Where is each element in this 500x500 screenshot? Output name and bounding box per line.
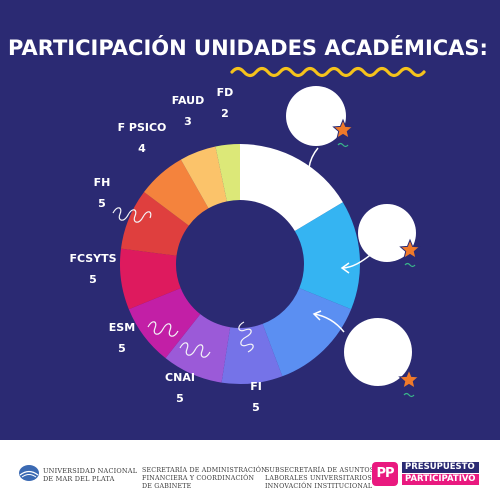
callout-rectorado bbox=[312, 310, 412, 386]
chart-title: PARTICIPACIÓN UNIDADES ACADÉMICAS: bbox=[8, 35, 488, 60]
secretaria-logo-text: Secretaría de Administración Financiera … bbox=[142, 467, 267, 491]
star-icon bbox=[398, 368, 420, 390]
slice-fcsyts bbox=[120, 248, 181, 310]
star-icon bbox=[399, 238, 421, 260]
slice-rectorado bbox=[262, 288, 352, 377]
value-f-psico: 4 bbox=[138, 142, 146, 155]
slice-fd bbox=[215, 144, 240, 202]
slice-f-psico bbox=[144, 159, 209, 226]
subsecretaria-line2: Laborales Universitarios bbox=[265, 475, 372, 482]
star-icon bbox=[332, 118, 354, 140]
sparkle-wave-icon bbox=[404, 262, 416, 268]
label-f-psico: F PSICO bbox=[118, 121, 167, 134]
value-esm: 5 bbox=[118, 342, 126, 355]
poster-background: PARTICIPACIÓN UNIDADES ACADÉMICAS: FCEyS… bbox=[0, 0, 500, 440]
slice-cnai bbox=[165, 314, 231, 383]
pp-logo-icon: PP bbox=[372, 462, 398, 486]
loop-decoration-fi bbox=[238, 321, 254, 353]
slice-fceyn bbox=[294, 202, 360, 310]
label-cnai: CNAI bbox=[165, 371, 195, 384]
pp-line2: PARTICIPATIVO bbox=[402, 474, 479, 485]
value-faud: 3 bbox=[184, 115, 192, 128]
slice-fceys bbox=[240, 144, 343, 232]
sparkle-wave-icon bbox=[403, 392, 415, 398]
loop-decoration-fh bbox=[112, 207, 152, 223]
unmdp-logo-icon bbox=[19, 465, 39, 481]
slice-esm bbox=[128, 288, 201, 359]
unmdp-line1: Universidad Nacional bbox=[43, 467, 138, 475]
label-fd: FD bbox=[217, 86, 234, 99]
label-fi: FI bbox=[250, 380, 262, 393]
loop-decoration-esm bbox=[147, 321, 179, 337]
title-underline-squiggle bbox=[230, 66, 426, 78]
stars bbox=[332, 118, 421, 398]
unmdp-logo-text: Universidad Nacional de Mar del Plata bbox=[43, 467, 137, 483]
pp-logo-text: PRESUPUESTO PARTICIPATIVO bbox=[402, 462, 479, 485]
label-esm: ESM bbox=[109, 321, 135, 334]
unmdp-line2: de Mar del Plata bbox=[43, 475, 115, 483]
participation-chart: PARTICIPACIÓN UNIDADES ACADÉMICAS: FCEyS… bbox=[8, 35, 488, 414]
secretaria-line2: Financiera y Coordinación bbox=[142, 475, 255, 482]
label-fh: FH bbox=[94, 176, 111, 189]
value-fh: 5 bbox=[98, 197, 106, 210]
secretaria-line1: Secretaría de Administración bbox=[142, 467, 267, 474]
slice-fh bbox=[120, 191, 189, 256]
footer-logos: Universidad Nacional de Mar del Plata Se… bbox=[0, 440, 500, 500]
pp-line1: PRESUPUESTO bbox=[402, 462, 479, 473]
slice-faud bbox=[180, 146, 227, 209]
subsecretaria-line1: Subsecretaría de Asuntos bbox=[265, 467, 375, 474]
subsecretaria-line3: Innovación Institucional bbox=[265, 483, 373, 490]
sparkle-wave-icon bbox=[337, 142, 349, 148]
label-fcsyts: FCSYTS bbox=[69, 252, 116, 265]
secretaria-line3: de Gabinete bbox=[142, 483, 192, 490]
callout-fceys bbox=[286, 86, 346, 192]
value-fcsyts: 5 bbox=[89, 273, 97, 286]
donut-slices bbox=[120, 144, 360, 384]
loop-decoration-cnai bbox=[179, 342, 211, 358]
value-cnai: 5 bbox=[176, 392, 184, 405]
subsecretaria-logo-text: Subsecretaría de Asuntos Laborales Unive… bbox=[265, 467, 374, 491]
value-fi: 5 bbox=[252, 401, 260, 414]
value-fd: 2 bbox=[221, 107, 229, 120]
label-faud: FAUD bbox=[172, 94, 205, 107]
slice-fi bbox=[221, 323, 283, 384]
